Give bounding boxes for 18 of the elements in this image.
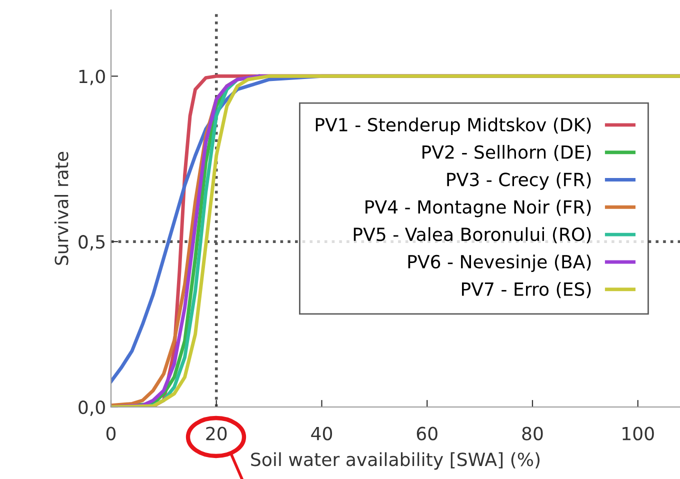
- y-axis-title: Survival rate: [54, 152, 68, 265]
- legend-label: PV4 - Montagne Noir (FR): [366, 200, 591, 218]
- x-tick-label: 80: [522, 426, 543, 440]
- legend-label: PV5 - Valea Boronului (RO): [354, 227, 591, 244]
- y-tick-label: 1,0: [79, 70, 105, 86]
- y-tick-label: 0,5: [78, 235, 105, 251]
- legend-label: PV1 - Stenderup Midtskov (DK): [316, 118, 591, 136]
- legend-label: PV7 - Erro (ES): [462, 282, 591, 298]
- x-tick-label: 20: [206, 426, 227, 440]
- x-tick-label: 0: [106, 426, 116, 440]
- x-axis-title: Soil water availability [SWA] (%): [251, 452, 540, 470]
- legend-label: PV2 - Sellhorn (DE): [422, 144, 591, 162]
- x-tick-label: 100: [622, 426, 654, 440]
- y-tick-label: 0,0: [78, 400, 105, 416]
- legend-label: PV6 - Nevesinje (BA): [408, 254, 591, 272]
- x-tick-label: 40: [311, 426, 332, 440]
- legend-label: PV3 - Crecy (FR): [447, 172, 591, 190]
- x-tick-label: 60: [416, 426, 438, 440]
